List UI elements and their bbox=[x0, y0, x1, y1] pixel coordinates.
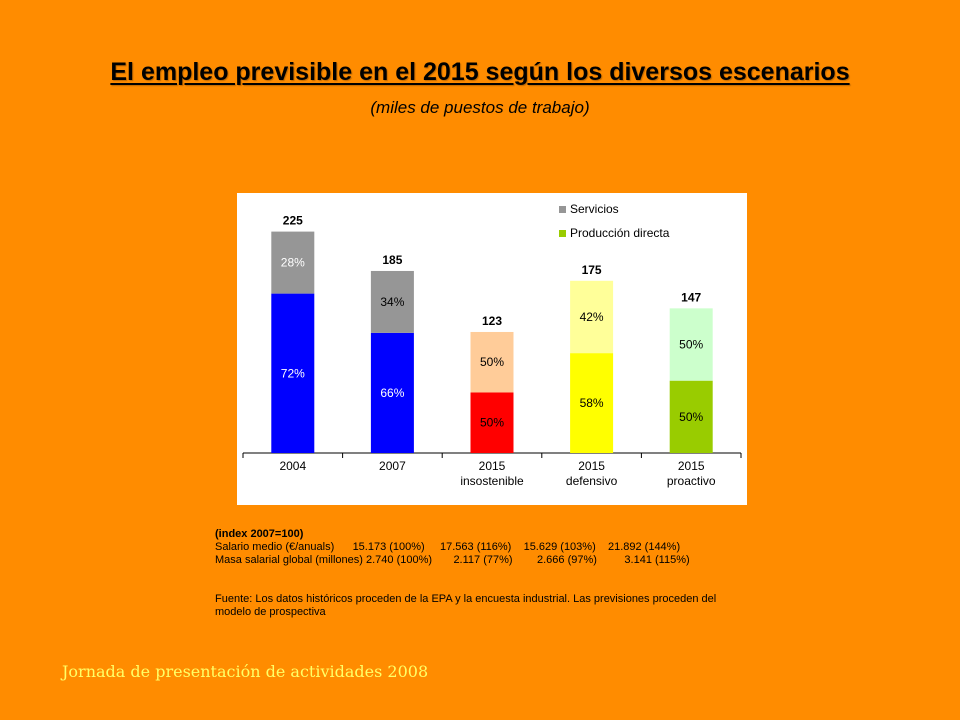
legend-swatch bbox=[559, 206, 566, 213]
notes-spacer bbox=[215, 567, 815, 593]
total-label: 185 bbox=[382, 253, 402, 267]
x-tick-label: 2015 bbox=[678, 459, 705, 473]
data-label-produccion-directa: 66% bbox=[380, 386, 404, 400]
total-label: 147 bbox=[681, 290, 701, 304]
bar-segment-produccion-directa bbox=[570, 353, 614, 453]
bar-segment-servicios bbox=[370, 270, 414, 333]
data-label-produccion-directa: 50% bbox=[679, 410, 703, 424]
data-label-produccion-directa: 50% bbox=[480, 416, 504, 430]
x-tick-label: 2004 bbox=[279, 459, 306, 473]
index-label: (index 2007=100) bbox=[215, 528, 304, 540]
notes-block: (index 2007=100) Salario medio (€/anuals… bbox=[215, 528, 815, 619]
chart-panel: 72% 28% 225 2004 66% 34% 185 2007 50% 50% 123 2015 i… bbox=[237, 193, 747, 505]
bar-segment-produccion-directa bbox=[669, 380, 713, 453]
bar-segment-produccion-directa bbox=[370, 332, 414, 453]
x-tick-label: defensivo bbox=[566, 474, 618, 488]
bar-segment-servicios bbox=[271, 231, 315, 294]
slide-title: El empleo previsible en el 2015 según lo… bbox=[110, 58, 850, 86]
total-label: 225 bbox=[283, 214, 303, 228]
data-label-produccion-directa: 72% bbox=[281, 366, 305, 380]
bar-segment-produccion-directa bbox=[470, 392, 514, 453]
bar-segment-servicios bbox=[669, 308, 713, 381]
data-label-servicios: 34% bbox=[380, 295, 404, 309]
data-label-produccion-directa: 58% bbox=[580, 396, 604, 410]
stacked-bar-chart: 72%28%225200466%34%185200750%50%1232015i… bbox=[242, 202, 742, 488]
x-tick-label: 2015 bbox=[479, 459, 506, 473]
slide-subtitle: (miles de puestos de trabajo) bbox=[370, 98, 590, 117]
x-tick-label: 2007 bbox=[379, 459, 406, 473]
bar-segment-produccion-directa bbox=[271, 293, 315, 453]
source-line-2: modelo de prospectiva bbox=[215, 606, 326, 618]
x-tick-label: proactivo bbox=[667, 474, 716, 488]
total-label: 175 bbox=[582, 263, 602, 277]
data-label-servicios: 50% bbox=[480, 355, 504, 369]
bar-segment-servicios bbox=[570, 280, 614, 354]
footer-text: Jornada de presentación de actividades 2… bbox=[62, 662, 429, 681]
legend-swatch bbox=[559, 230, 566, 237]
source-line-1: Fuente: Los datos históricos proceden de… bbox=[215, 593, 717, 605]
legend-label: Producción directa bbox=[570, 226, 670, 240]
x-tick-label: 2015 bbox=[578, 459, 605, 473]
data-label-servicios: 28% bbox=[281, 256, 305, 270]
total-label: 123 bbox=[482, 314, 502, 328]
salary-row: Salario medio (€/anuals) 15.173 (100%) 1… bbox=[215, 541, 681, 553]
bar-segment-servicios bbox=[470, 331, 514, 393]
x-tick-label: insostenible bbox=[460, 474, 524, 488]
mass-salary-row: Masa salarial global (millones) 2.740 (1… bbox=[215, 554, 690, 566]
data-label-servicios: 50% bbox=[679, 338, 703, 352]
data-label-servicios: 42% bbox=[580, 310, 604, 324]
legend-label: Servicios bbox=[570, 202, 619, 216]
